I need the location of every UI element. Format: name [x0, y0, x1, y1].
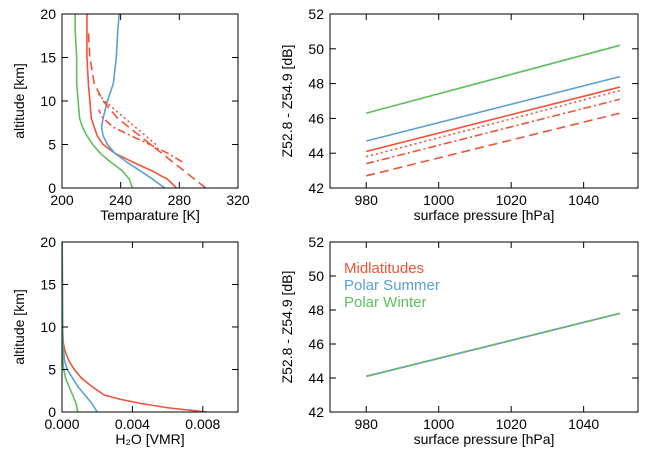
- series-line-1: [366, 44, 621, 114]
- y-tick-label: 10: [40, 319, 56, 335]
- y-tick-label: 20: [40, 234, 56, 250]
- y-tick-label: 48: [308, 76, 324, 92]
- plot-frame: [329, 241, 639, 413]
- chart-panel-1: 200 240 280 320 0 5 10 15 20 Temparature [K] altit…: [11, 6, 250, 223]
- y-tick-label: 52: [308, 234, 324, 250]
- x-tick-label: 1020: [496, 192, 527, 208]
- series-line-1: [86, 14, 177, 188]
- x-tick-label: 980: [355, 416, 379, 432]
- series-line-6: [366, 112, 621, 177]
- x-tick-label: 1040: [568, 192, 599, 208]
- chart-panel-3: 0.000 0.004 0.008 0 5 10 15 20 H₂O [VMR] altitude…: [11, 234, 239, 447]
- series-line-3: [74, 14, 134, 188]
- y-tick-label: 20: [40, 6, 56, 22]
- x-tick-label: 1000: [423, 192, 454, 208]
- series-line-6: [96, 91, 157, 146]
- x-axis-label: surface pressure [hPa]: [414, 207, 555, 223]
- series-line-5: [366, 98, 621, 165]
- x-tick-label: 0.008: [185, 416, 220, 432]
- legend-entry: Polar Summer: [344, 277, 440, 294]
- y-tick-label: 52: [308, 6, 324, 22]
- y-tick-label: 0: [48, 180, 56, 196]
- y-axis-label: altitude [km]: [11, 289, 27, 364]
- y-axis-label: Z52.8 - Z54.9 [dB]: [279, 271, 295, 384]
- y-tick-label: 46: [308, 336, 324, 352]
- x-tick-label: 980: [355, 192, 379, 208]
- series-line-3: [366, 312, 621, 378]
- y-tick-label: 50: [308, 268, 324, 284]
- x-tick-label: 0.000: [44, 416, 79, 432]
- series-line-2: [366, 75, 621, 142]
- y-axis-label: Z52.8 - Z54.9 [dB]: [279, 45, 295, 158]
- y-tick-label: 50: [308, 41, 324, 57]
- y-tick-label: 5: [48, 137, 56, 153]
- series-line-2: [62, 242, 98, 412]
- y-tick-label: 44: [308, 370, 324, 386]
- y-tick-label: 48: [308, 302, 324, 318]
- series-line-1: [62, 242, 207, 412]
- y-tick-label: 46: [308, 110, 324, 126]
- series-line-5: [97, 109, 183, 163]
- series-line-4: [366, 89, 621, 158]
- x-axis-label: H₂O [VMR]: [115, 431, 184, 447]
- x-tick-label: 320: [226, 192, 250, 208]
- legend-entry: Polar Winter: [344, 294, 427, 311]
- y-tick-label: 42: [308, 404, 324, 420]
- y-tick-label: 15: [40, 50, 56, 66]
- y-tick-label: 42: [308, 180, 324, 196]
- x-tick-label: 240: [109, 192, 133, 208]
- x-axis-label: surface pressure [hPa]: [414, 431, 555, 447]
- y-tick-label: 44: [308, 145, 324, 161]
- series-line-2: [100, 14, 166, 188]
- y-axis-label: altitude [km]: [11, 63, 27, 138]
- y-tick-label: 10: [40, 93, 56, 109]
- legend-entry: Midlatitudes: [344, 260, 424, 277]
- y-tick-label: 5: [48, 362, 56, 378]
- y-tick-label: 0: [48, 404, 56, 420]
- chart-panel-2: 980 1000 1020 1040 42 44 46 48 50 52 surface press…: [279, 6, 639, 223]
- x-tick-label: 1020: [496, 416, 527, 432]
- series-line-3: [366, 86, 621, 153]
- y-tick-label: 15: [40, 277, 56, 293]
- x-tick-label: 1000: [423, 416, 454, 432]
- x-tick-label: 200: [50, 192, 74, 208]
- x-tick-label: 280: [168, 192, 192, 208]
- plot-frame: [61, 241, 239, 413]
- plot-frame: [329, 13, 639, 189]
- series-line-4: [87, 31, 207, 188]
- x-tick-label: 0.004: [115, 416, 150, 432]
- x-tick-label: 1040: [568, 416, 599, 432]
- chart-panel-4: 980 1000 1020 1040 42 44 46 48 50 52 surface press…: [279, 234, 639, 447]
- x-axis-label: Temparature [K]: [100, 207, 200, 223]
